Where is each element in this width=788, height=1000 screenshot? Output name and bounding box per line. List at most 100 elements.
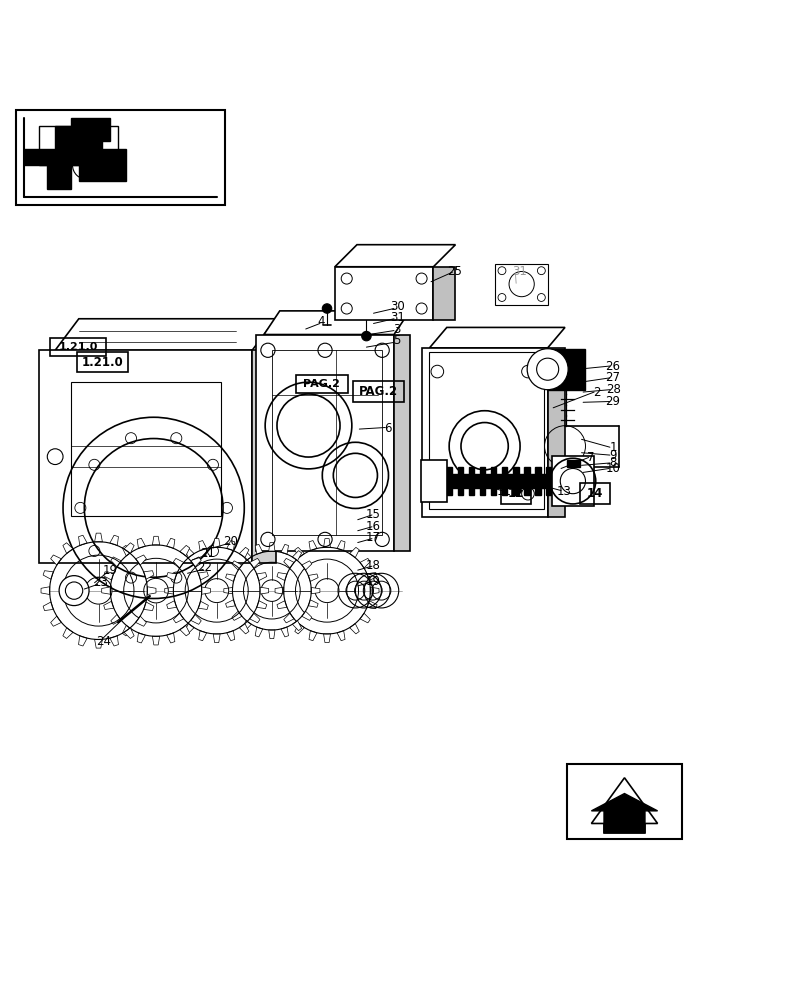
- Text: 20: 20: [223, 535, 237, 548]
- Text: 7: 7: [587, 451, 595, 464]
- Polygon shape: [180, 625, 190, 636]
- Polygon shape: [166, 633, 175, 643]
- Bar: [272, 350, 382, 535]
- Text: 31: 31: [390, 311, 404, 324]
- Polygon shape: [256, 335, 394, 551]
- Polygon shape: [367, 573, 377, 581]
- Circle shape: [322, 304, 332, 313]
- Polygon shape: [166, 538, 175, 548]
- Polygon shape: [214, 539, 220, 547]
- Polygon shape: [309, 541, 317, 551]
- Polygon shape: [524, 488, 530, 495]
- Polygon shape: [264, 311, 410, 335]
- Polygon shape: [548, 349, 585, 390]
- Text: 4: 4: [318, 315, 325, 328]
- Polygon shape: [143, 602, 154, 611]
- Bar: [77, 352, 128, 372]
- Polygon shape: [199, 631, 206, 641]
- Polygon shape: [136, 555, 147, 565]
- Polygon shape: [41, 587, 50, 595]
- Text: 17: 17: [366, 531, 381, 544]
- Polygon shape: [292, 551, 302, 561]
- Polygon shape: [191, 557, 201, 567]
- Polygon shape: [269, 543, 275, 551]
- Polygon shape: [242, 551, 251, 561]
- Text: 8: 8: [609, 456, 617, 469]
- Polygon shape: [39, 350, 252, 563]
- Polygon shape: [184, 624, 194, 634]
- Polygon shape: [260, 587, 269, 594]
- Text: PAG.2: PAG.2: [303, 379, 340, 389]
- Text: PAG.2: PAG.2: [359, 385, 398, 398]
- Polygon shape: [143, 571, 154, 579]
- Text: 29: 29: [605, 395, 621, 408]
- Polygon shape: [469, 488, 474, 495]
- Polygon shape: [240, 547, 249, 558]
- Polygon shape: [180, 545, 190, 556]
- Bar: [580, 483, 610, 504]
- Polygon shape: [308, 600, 318, 607]
- Polygon shape: [429, 327, 565, 348]
- Text: 10: 10: [606, 462, 620, 475]
- Polygon shape: [252, 350, 276, 563]
- Polygon shape: [43, 571, 54, 579]
- Polygon shape: [447, 488, 452, 495]
- Bar: [495, 264, 548, 305]
- Polygon shape: [124, 543, 134, 554]
- Polygon shape: [95, 533, 102, 542]
- Polygon shape: [122, 625, 132, 636]
- Polygon shape: [458, 467, 463, 474]
- Polygon shape: [255, 627, 262, 637]
- Polygon shape: [447, 467, 452, 474]
- Bar: [71, 382, 221, 516]
- Polygon shape: [535, 467, 541, 474]
- Polygon shape: [502, 467, 507, 474]
- Circle shape: [362, 331, 371, 341]
- Polygon shape: [79, 149, 126, 181]
- Text: 25: 25: [448, 265, 462, 278]
- Polygon shape: [360, 613, 370, 623]
- Polygon shape: [302, 611, 312, 620]
- Text: 31: 31: [513, 265, 527, 278]
- Polygon shape: [502, 488, 507, 495]
- Polygon shape: [173, 558, 184, 568]
- Polygon shape: [257, 601, 267, 609]
- Polygon shape: [367, 601, 377, 609]
- Polygon shape: [360, 558, 370, 568]
- Bar: [296, 375, 348, 393]
- Polygon shape: [124, 628, 134, 638]
- Text: 26: 26: [605, 360, 621, 373]
- Text: 16: 16: [366, 520, 381, 533]
- Text: 23: 23: [93, 576, 107, 589]
- Polygon shape: [173, 613, 184, 623]
- Polygon shape: [50, 555, 61, 565]
- Polygon shape: [227, 631, 235, 641]
- Polygon shape: [110, 535, 118, 546]
- Polygon shape: [535, 488, 541, 495]
- Polygon shape: [579, 488, 585, 495]
- Text: 19: 19: [366, 575, 381, 588]
- Polygon shape: [567, 460, 580, 467]
- Polygon shape: [458, 488, 463, 495]
- Polygon shape: [166, 573, 177, 581]
- Bar: [429, 352, 544, 509]
- Bar: [50, 338, 106, 356]
- Polygon shape: [122, 545, 132, 556]
- Polygon shape: [165, 587, 173, 594]
- Polygon shape: [214, 634, 220, 643]
- Polygon shape: [202, 587, 210, 594]
- Polygon shape: [224, 587, 232, 594]
- Circle shape: [59, 576, 89, 606]
- Polygon shape: [335, 245, 455, 267]
- Polygon shape: [337, 541, 345, 551]
- Text: 14: 14: [587, 487, 603, 500]
- Polygon shape: [102, 587, 110, 594]
- Polygon shape: [240, 624, 249, 634]
- Text: 2: 2: [593, 386, 601, 399]
- Text: 5: 5: [393, 334, 401, 347]
- Polygon shape: [199, 572, 208, 580]
- Polygon shape: [199, 541, 206, 551]
- Text: 6: 6: [384, 422, 392, 435]
- Polygon shape: [491, 467, 496, 474]
- Polygon shape: [137, 538, 146, 548]
